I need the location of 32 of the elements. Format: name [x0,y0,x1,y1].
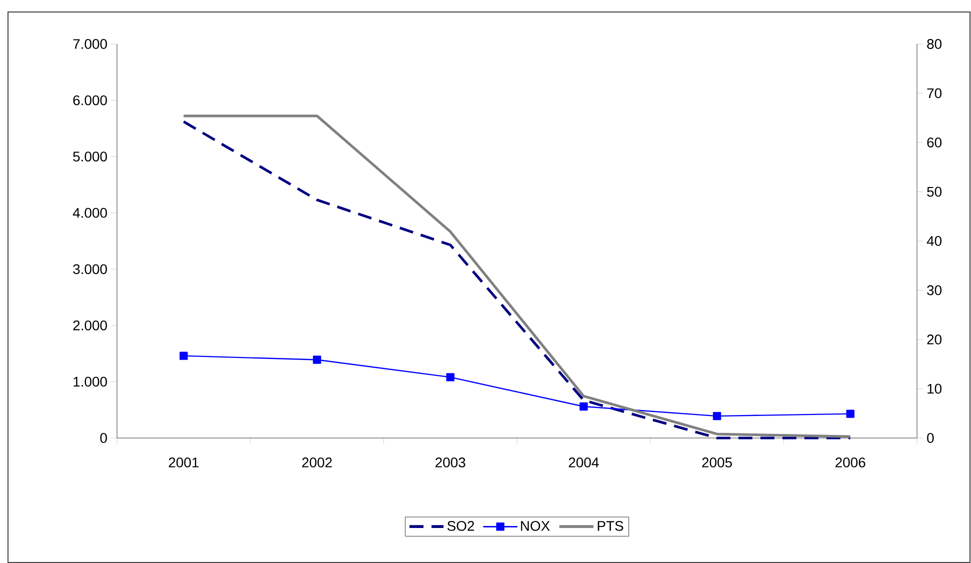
y-tick-label: 0 [100,433,107,443]
x-tick-label: 2006 [836,458,866,468]
x-tick-label: 2003 [436,458,466,468]
y2-tick-label: 70 [927,88,942,98]
point [712,412,722,420]
y2-tick-label: 10 [928,384,942,394]
x-tick-label: 2005 [702,458,732,468]
point [180,352,188,360]
point [312,356,322,364]
x-tick-label: 2002 [302,458,332,468]
legend-label: NOX [521,520,550,531]
y-tick-label: 2.000 [73,320,107,330]
legend-label: SO2 [447,520,474,531]
y2-tick-label: 50 [927,186,942,197]
y2-tick-label: 60 [927,138,942,148]
y2-tick-label: 80 [927,39,942,49]
y-tick-label: 1.000 [74,376,107,387]
y2-tick-label: 0 [927,433,934,443]
y2-tick-label: 30 [927,285,942,296]
y2-tick-label: 40 [926,236,942,246]
y2-tick-label: 20 [927,334,942,344]
point [580,402,588,411]
x-tick-label: 2001 [168,458,198,468]
y-tick-label: 7.000 [73,39,107,49]
point [846,410,854,418]
y-tick-label: 6.000 [73,95,107,106]
y-tick-label: 3.000 [73,264,107,274]
legend-label: PTS [598,520,624,531]
y-tick-label: 5.000 [73,152,107,162]
y-tick-label: 4.000 [72,208,107,218]
point [446,373,454,382]
x-tick-label: 2004 [568,458,599,468]
